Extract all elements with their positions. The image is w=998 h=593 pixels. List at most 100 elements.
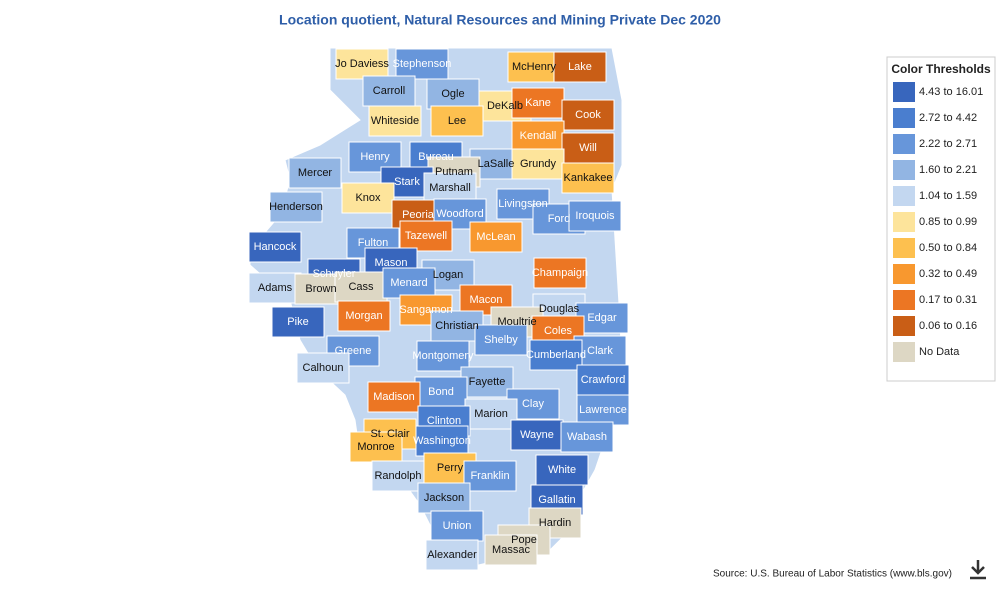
legend-swatch xyxy=(893,134,915,154)
source-note: Source: U.S. Bureau of Labor Statistics … xyxy=(713,569,952,580)
county xyxy=(423,172,477,204)
county xyxy=(371,460,425,492)
county xyxy=(399,294,453,326)
county xyxy=(426,78,480,110)
county-label: Greene xyxy=(335,345,372,357)
county-label: Peoria xyxy=(402,209,435,221)
county xyxy=(459,284,513,316)
county-label: Macon xyxy=(469,294,502,306)
county xyxy=(368,105,422,137)
county-label: Madison xyxy=(373,391,415,403)
county-label: Brown xyxy=(305,283,336,295)
county-label: McHenry xyxy=(512,61,557,73)
county-label: Alexander xyxy=(427,549,477,561)
county-label: Marion xyxy=(474,408,508,420)
county-label: Cumberland xyxy=(526,349,586,361)
county xyxy=(507,51,561,83)
county xyxy=(576,394,630,426)
county-label: Champaign xyxy=(532,267,588,279)
legend-label: 1.04 to 1.59 xyxy=(919,190,977,202)
county xyxy=(460,366,514,398)
county xyxy=(474,324,528,356)
county xyxy=(367,381,421,413)
county xyxy=(484,534,538,566)
county-label: Livingston xyxy=(498,198,548,210)
legend-swatch xyxy=(893,342,915,362)
county-label: Clay xyxy=(522,398,545,410)
county-label: Lake xyxy=(568,61,592,73)
county-label: Ogle xyxy=(441,88,464,100)
county-label: St. Clair xyxy=(370,428,409,440)
county-label: Wayne xyxy=(520,429,554,441)
county-label: White xyxy=(548,464,576,476)
county-label: Clinton xyxy=(427,415,461,427)
map-title: Location quotient, Natural Resources and… xyxy=(279,12,721,28)
county xyxy=(399,220,453,252)
county xyxy=(269,191,323,223)
county-label: Henderson xyxy=(269,201,323,213)
legend-label: 2.72 to 4.42 xyxy=(919,112,977,124)
county-label: Cook xyxy=(575,109,601,121)
county xyxy=(341,182,395,214)
county xyxy=(414,376,468,408)
county-label: Douglas xyxy=(539,303,580,315)
legend-swatch xyxy=(893,160,915,180)
county xyxy=(575,302,629,334)
county xyxy=(416,340,470,372)
legend-label: 0.06 to 0.16 xyxy=(919,320,977,332)
county-label: Monroe xyxy=(357,441,394,453)
county-label: Carroll xyxy=(373,85,405,97)
legend-label: 0.17 to 0.31 xyxy=(919,294,977,306)
county-label: Massac xyxy=(492,544,530,556)
county-label: Whiteside xyxy=(371,115,419,127)
county xyxy=(425,539,479,571)
county-label: Wabash xyxy=(567,431,607,443)
county-label: Edgar xyxy=(587,312,617,324)
county-label: Morgan xyxy=(345,310,382,322)
county-label: Franklin xyxy=(470,470,509,482)
county xyxy=(248,231,302,263)
legend-swatch xyxy=(893,212,915,232)
county-label: Kendall xyxy=(520,130,557,142)
county xyxy=(430,105,484,137)
county-label: Marshall xyxy=(429,182,471,194)
county-label: Mason xyxy=(374,257,407,269)
legend-label: 2.22 to 2.71 xyxy=(919,138,977,150)
county-label: Adams xyxy=(258,282,293,294)
legend-label: 0.85 to 0.99 xyxy=(919,216,977,228)
county xyxy=(335,48,389,80)
county-label: Menard xyxy=(390,277,427,289)
county-label: Stark xyxy=(394,176,420,188)
county xyxy=(561,162,615,194)
county-label: Mercer xyxy=(298,167,333,179)
legend-swatch xyxy=(893,108,915,128)
county xyxy=(415,425,469,457)
county-label: Putnam xyxy=(435,166,473,178)
county-label: Hardin xyxy=(539,517,571,529)
county-label: Randolph xyxy=(374,470,421,482)
county-label: Lawrence xyxy=(579,404,627,416)
county-label: Union xyxy=(443,520,472,532)
county-label: Hancock xyxy=(254,241,297,253)
county-label: Christian xyxy=(435,320,478,332)
county-label: DeKalb xyxy=(487,100,523,112)
download-button[interactable] xyxy=(966,556,990,582)
county xyxy=(463,460,517,492)
legend-swatch xyxy=(893,316,915,336)
county xyxy=(296,352,350,384)
county xyxy=(395,48,449,80)
county xyxy=(271,306,325,338)
legend-title: Color Thresholds xyxy=(891,62,991,76)
counties: Jo Daviess Stephenson McHenry Lake Carroll Og… xyxy=(248,48,630,571)
legend-swatch xyxy=(893,186,915,206)
county-label: Fulton xyxy=(358,237,389,249)
county xyxy=(511,148,565,180)
county xyxy=(337,300,391,332)
county-label: Bureau xyxy=(418,151,453,163)
county-label: Iroquois xyxy=(575,210,615,222)
county-label: Coles xyxy=(544,325,573,337)
legend-label: 4.43 to 16.01 xyxy=(919,86,983,98)
county-label: Jo Daviess xyxy=(335,58,389,70)
